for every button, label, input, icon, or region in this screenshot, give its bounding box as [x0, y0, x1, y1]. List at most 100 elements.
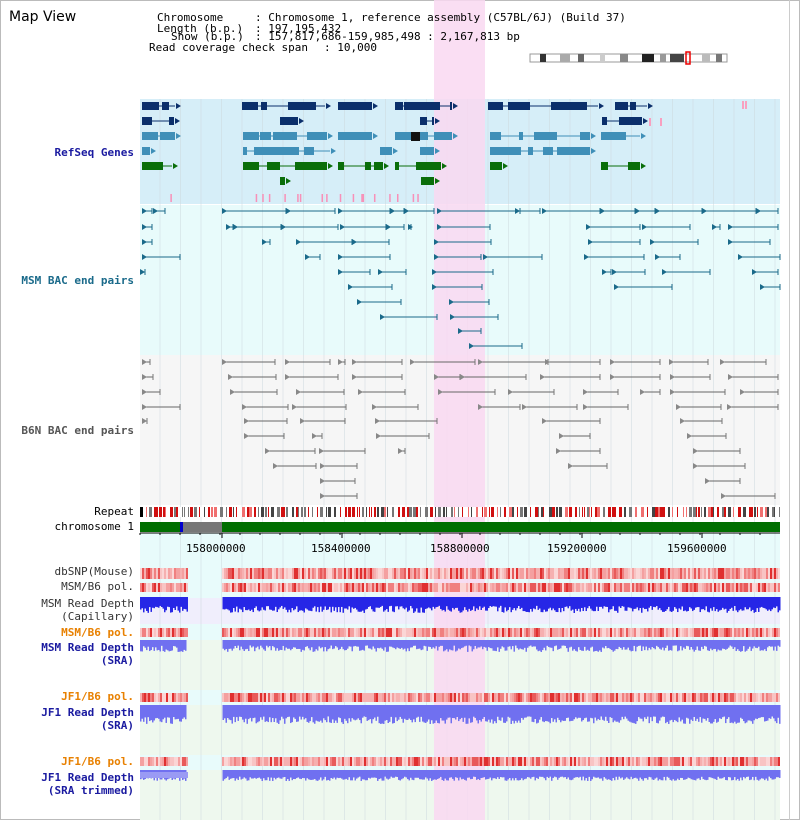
dbsnp-cell	[612, 568, 614, 579]
dbsnp-cell	[606, 568, 608, 579]
jf1-trim-depth-bar	[354, 770, 356, 781]
msm-sra-depth-bar	[170, 640, 172, 652]
msm-sra-depth-bar	[560, 640, 562, 649]
ideogram-band	[670, 54, 684, 62]
repeat-element	[284, 507, 285, 517]
bac-end-marker	[296, 239, 301, 245]
msm-sra-depth-bar	[447, 640, 449, 652]
dbsnp-cell	[438, 568, 440, 579]
msm-b6-pol-sra-cell	[458, 628, 460, 637]
msm-b6-pol-cell	[690, 583, 692, 592]
dbsnp-cell	[288, 568, 290, 579]
msm-capillary-depth-bar	[615, 597, 617, 611]
jf1-trim-depth-bar	[401, 770, 403, 780]
jf1-trim-depth-bar	[456, 770, 458, 778]
msm-sra-depth-bar	[759, 640, 761, 651]
repeat-element	[541, 507, 544, 517]
msm-b6-pol-sra-cell	[176, 628, 178, 637]
jf1-b6-pol-trim-cell	[374, 757, 376, 766]
msm-capillary-depth-bar	[525, 597, 527, 612]
bac-end-marker	[434, 239, 439, 245]
dbsnp-cell	[430, 568, 432, 579]
repeat-element	[366, 507, 367, 517]
msm-capillary-depth-bar	[578, 597, 580, 609]
jf1-sra-depth-bar	[164, 705, 166, 718]
msm-sra-depth-bar	[702, 640, 704, 650]
jf1-trim-depth-bar	[390, 770, 392, 777]
msm-capillary-depth-bar	[638, 597, 640, 611]
jf1-sra-depth-bar	[434, 705, 436, 724]
msm-b6-pol-cell	[768, 583, 770, 592]
jf1-trim-depth-bar	[630, 770, 632, 777]
dbsnp-cell	[526, 568, 528, 579]
msm-b6-pol-sra-cell	[392, 628, 394, 637]
jf1-b6-pol-cell	[160, 693, 162, 702]
msm-b6-pol-sra-cell	[642, 628, 644, 637]
repeat-element	[416, 507, 418, 517]
jf1-sra-depth-bar	[353, 705, 355, 720]
repeat-element	[668, 507, 670, 517]
jf1-b6-pol-cell	[150, 693, 152, 702]
bac-end-marker	[228, 374, 233, 380]
jf1-b6-pol-trim-cell	[466, 757, 468, 766]
msm-b6-pol-sra-cell	[248, 628, 250, 637]
jf1-sra-depth-bar	[653, 705, 655, 717]
msm-b6-pol-cell	[296, 583, 298, 592]
jf1-b6-pol-trim-cell	[290, 757, 292, 766]
jf1-trim-depth-bar	[435, 770, 437, 780]
msm-sra-depth-bar	[179, 640, 181, 652]
msm-b6-pol-cell	[684, 583, 686, 592]
msm-sra-depth-bar	[672, 640, 674, 646]
jf1-trim-depth-bar	[399, 770, 401, 781]
msm-sra-depth-bar	[522, 640, 524, 650]
jf1-trim-depth-bar	[714, 770, 716, 780]
jf1-trim-depth-bar	[293, 770, 295, 779]
jf1-trim-depth-bar	[317, 770, 319, 781]
bac-end-marker	[244, 418, 249, 424]
msm-b6-pol-sra-cell	[760, 628, 762, 637]
jf1-b6-pol-cell	[154, 693, 156, 702]
jf1-b6-pol-cell	[658, 693, 660, 702]
repeat-element	[767, 507, 769, 517]
msm-capillary-depth-bar	[341, 597, 343, 607]
msm-b6-pol-sra-cell	[348, 628, 350, 637]
msm-sra-depth-bar	[774, 640, 776, 647]
msm-sra-depth-bar	[629, 640, 631, 651]
jf1-b6-pol-cell	[302, 693, 304, 702]
repeat-element	[757, 507, 758, 517]
msm-b6-pol-sra-cell	[402, 628, 404, 637]
jf1-trim-depth-bar	[314, 770, 316, 780]
jf1-trim-depth-bar	[374, 770, 376, 778]
msm-b6-pol-sra-cell	[548, 628, 550, 637]
bac-end-marker	[655, 254, 660, 260]
jf1-sra-depth-bar	[749, 705, 751, 721]
jf1-b6-pol-trim-cell	[482, 757, 484, 766]
msm-b6-pol-cell	[636, 583, 638, 592]
msm-capillary-depth-bar	[567, 597, 569, 609]
dbsnp-cell	[320, 568, 322, 579]
jf1-b6-pol-trim-cell	[568, 757, 570, 766]
jf1-sra-depth-bar	[588, 705, 590, 722]
msm-b6-pol-cell	[610, 583, 612, 592]
msm-b6-pol-sra-cell	[620, 628, 622, 637]
gene-exon	[364, 132, 372, 140]
msm-b6-pol-cell	[462, 583, 464, 592]
jf1-b6-pol-cell	[740, 693, 742, 702]
ideogram-band	[600, 54, 605, 62]
jf1-sra-depth-bar	[753, 705, 755, 721]
msm-capillary-depth-bar	[270, 597, 272, 610]
jf1-b6-pol-cell	[480, 693, 482, 702]
jf1-sra-depth-bar	[375, 705, 377, 721]
msm-sra-depth-bar	[294, 640, 296, 648]
jf1-sra-depth-bar	[261, 705, 263, 720]
jf1-sra-depth-bar	[515, 705, 517, 721]
jf1-sra-depth-bar	[596, 705, 598, 721]
msm-capillary-depth-bar	[351, 597, 353, 608]
msm-capillary-depth-bar	[338, 597, 340, 608]
show-value: : 157,817,686-159,985,498 : 2,167,813 bp	[255, 30, 520, 43]
jf1-trim-depth-bar	[318, 770, 320, 780]
jf1-sra-depth-bar	[441, 705, 443, 721]
repeat-element	[458, 507, 459, 517]
jf1-b6-pol-trim-cell	[560, 757, 562, 766]
